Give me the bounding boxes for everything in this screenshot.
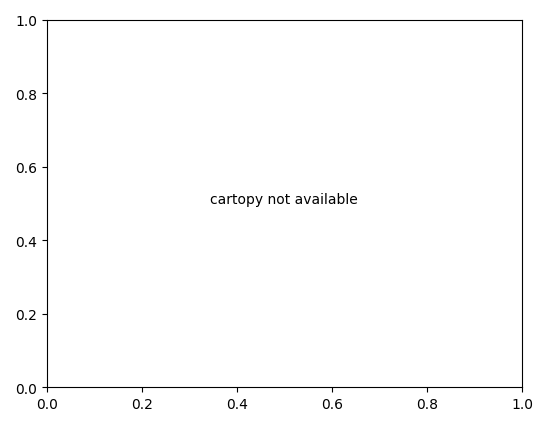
- Text: cartopy not available: cartopy not available: [210, 193, 358, 207]
